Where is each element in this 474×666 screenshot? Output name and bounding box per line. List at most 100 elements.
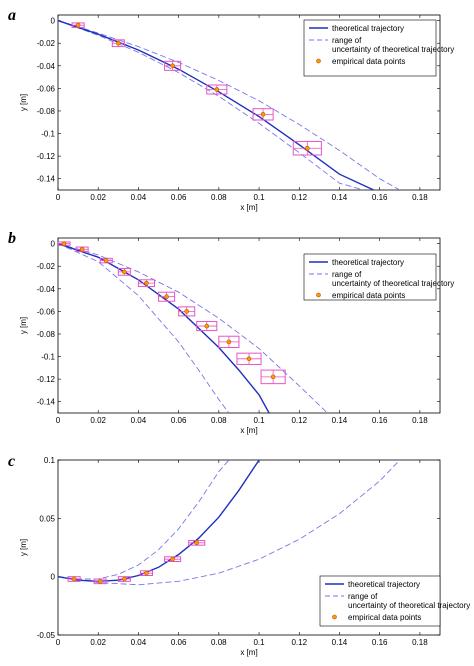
y-tick-label: -0.1 — [41, 353, 55, 362]
x-axis-label: x [m] — [240, 203, 257, 212]
y-tick-label: -0.12 — [37, 375, 56, 384]
legend-label-empirical: empirical data points — [348, 613, 421, 622]
x-tick-label: 0.12 — [291, 193, 307, 202]
empirical-data-point — [71, 22, 85, 28]
data-marker — [204, 323, 210, 329]
x-tick-label: 0.12 — [291, 638, 307, 647]
empirical-data-point — [139, 570, 153, 576]
empirical-data-point — [164, 556, 182, 562]
empirical-data-point — [93, 578, 107, 585]
empirical-data-point — [58, 241, 71, 246]
x-tick-label: 0.02 — [90, 416, 106, 425]
legend-label-uncertainty: range of uncertainty of theoretical traje… — [348, 592, 470, 610]
legend-label-empirical: empirical data points — [332, 57, 405, 66]
data-marker — [260, 112, 266, 117]
data-marker — [144, 280, 149, 286]
plot-area — [58, 19, 401, 190]
x-tick-label: 0 — [56, 193, 61, 202]
x-tick-label: 0.16 — [372, 416, 388, 425]
uncertainty-bound-line — [58, 460, 401, 586]
y-tick-label: -0.08 — [37, 330, 56, 339]
legend-swatch-empirical — [316, 58, 321, 64]
legend-swatch-empirical — [332, 614, 337, 620]
x-tick-label: 0.08 — [211, 416, 227, 425]
y-tick-label: -0.05 — [37, 631, 56, 640]
x-tick-label: 0.16 — [372, 638, 388, 647]
x-tick-label: 0.06 — [171, 416, 187, 425]
empirical-data-point — [260, 369, 286, 385]
plot-area — [58, 460, 401, 586]
y-tick-label: -0.04 — [37, 285, 56, 294]
y-tick-label: -0.06 — [37, 307, 56, 316]
legend-label-empirical: empirical data points — [332, 291, 405, 300]
x-tick-label: 0.14 — [332, 416, 348, 425]
legend-swatch-empirical — [316, 292, 321, 298]
empirical-data-point — [206, 84, 228, 95]
data-marker — [170, 63, 175, 69]
plot-area — [58, 241, 328, 413]
y-tick-label: -0.04 — [37, 62, 56, 71]
empirical-data-point — [178, 306, 196, 317]
legend-label-uncertainty: range of uncertainty of theoretical traje… — [332, 36, 454, 54]
data-marker — [75, 22, 81, 28]
x-tick-label: 0.04 — [131, 416, 147, 425]
x-tick-label: 0.12 — [291, 416, 307, 425]
data-marker — [214, 87, 220, 92]
data-marker — [97, 579, 103, 584]
empirical-data-point — [111, 39, 125, 48]
legend-label-theoretical: theoretical trajectory — [332, 258, 404, 267]
x-tick-label: 0.06 — [171, 193, 187, 202]
data-marker — [305, 145, 310, 151]
x-tick-label: 0.04 — [131, 638, 147, 647]
y-axis-label: y [m] — [19, 317, 28, 334]
empirical-data-point — [75, 246, 89, 253]
chart-panel-a: a0 0.02 0.04 0.06 0.08 0.1 0.12 0.14 0.16 0.180-0… — [8, 7, 454, 212]
x-tick-label: 0.18 — [412, 193, 428, 202]
y-axis-label: y [m] — [19, 94, 28, 111]
y-tick-label: 0.05 — [39, 514, 55, 523]
data-marker — [71, 576, 77, 582]
y-tick-label: -0.02 — [37, 39, 56, 48]
empirical-data-point — [164, 60, 182, 71]
y-tick-label: -0.08 — [37, 107, 56, 116]
legend: theoretical trajectory range of uncertaint… — [319, 575, 470, 627]
uncertainty-bound-line — [58, 243, 230, 413]
x-axis-label: x [m] — [240, 426, 257, 435]
legend-label-theoretical: theoretical trajectory — [348, 580, 420, 589]
data-marker — [122, 576, 127, 582]
empirical-data-point — [158, 291, 176, 302]
x-tick-label: 0.08 — [211, 193, 227, 202]
x-tick-label: 0.08 — [211, 638, 227, 647]
empirical-data-point — [117, 576, 131, 582]
empirical-data-point — [117, 267, 131, 276]
data-marker — [170, 556, 175, 562]
uncertainty-bound-line — [58, 20, 364, 190]
y-tick-label: 0 — [51, 240, 56, 249]
panel-letter: b — [8, 230, 16, 247]
uncertainty-bound-line — [58, 243, 328, 413]
y-tick-label: -0.14 — [37, 175, 56, 184]
x-tick-label: 0.14 — [332, 638, 348, 647]
data-marker — [144, 570, 149, 576]
data-marker — [103, 258, 109, 263]
uncertainty-bound-line — [58, 460, 230, 580]
y-tick-label: 0 — [51, 573, 56, 582]
y-tick-label: -0.02 — [37, 262, 56, 271]
chart-panel-c: c 0 0.02 0.04 0.06 0.08 0.1 0.12 0.14 0.16 0.18 -0.… — [8, 453, 470, 657]
panel-letter: a — [8, 7, 16, 24]
empirical-data-point — [236, 352, 262, 365]
data-marker — [61, 241, 67, 246]
empirical-data-point — [218, 335, 240, 349]
y-tick-label: -0.1 — [41, 130, 55, 139]
x-tick-label: 0.06 — [171, 638, 187, 647]
x-tick-label: 0 — [56, 416, 61, 425]
y-tick-label: -0.12 — [37, 152, 56, 161]
y-tick-label: -0.06 — [37, 84, 56, 93]
data-marker — [122, 269, 127, 275]
legend: theoretical trajectory range of uncertaint… — [303, 253, 454, 301]
data-marker — [246, 356, 252, 362]
data-marker — [116, 40, 121, 46]
x-tick-label: 0.04 — [131, 193, 147, 202]
legend-label-uncertainty: range of uncertainty of theoretical traje… — [332, 270, 454, 288]
